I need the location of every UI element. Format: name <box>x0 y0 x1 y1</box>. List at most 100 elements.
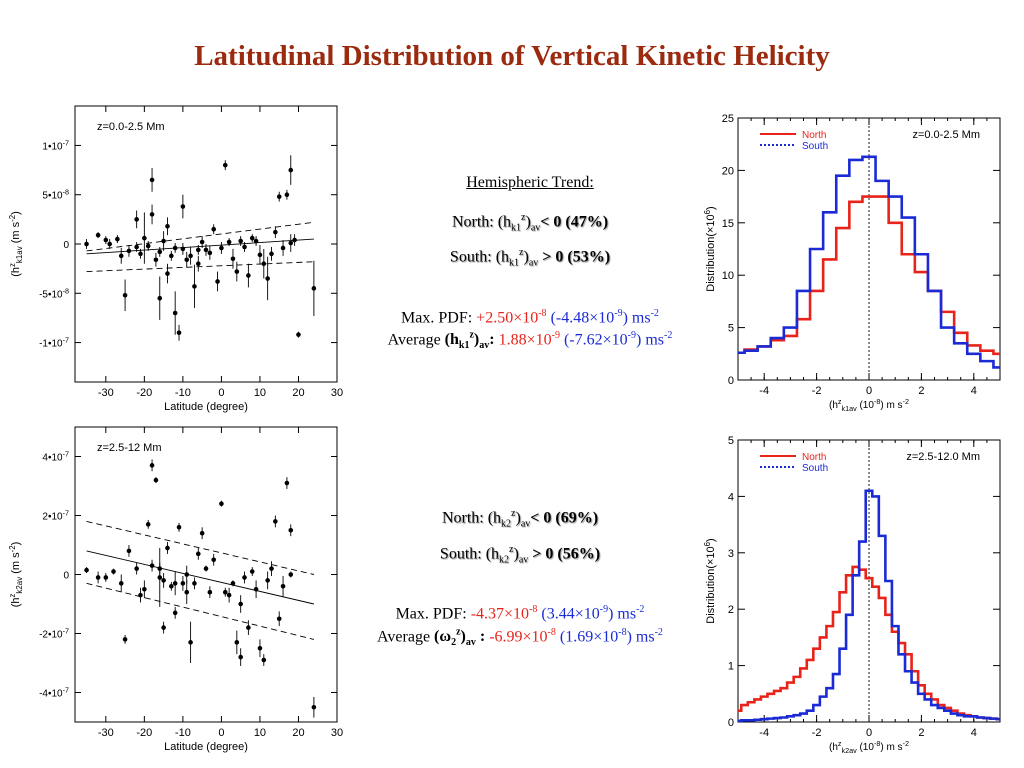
data-point <box>176 525 182 530</box>
data-point <box>134 217 139 222</box>
legend-label-south: South <box>802 463 828 474</box>
data-point <box>199 239 205 245</box>
data-point <box>126 548 132 554</box>
x-tick-label: 2 <box>918 727 924 739</box>
scatter-chart-1: -30 -20 -10 0 10 20 30 -1•10-7 -5•10-8 0 5•10-8 1•1… <box>8 105 343 413</box>
data-point <box>157 575 163 580</box>
y-axis-label: Distribution(×106) <box>703 538 717 623</box>
data-point <box>149 212 155 217</box>
x-tick-label: -4 <box>759 727 769 739</box>
data-point <box>288 572 294 577</box>
data-point <box>234 269 240 274</box>
data-point <box>222 589 228 595</box>
data-point <box>257 252 263 258</box>
panel-annotation: z=2.5-12 Mm <box>97 442 162 454</box>
data-point <box>269 566 274 571</box>
data-point <box>288 240 294 246</box>
data-point <box>192 581 197 586</box>
data-point <box>215 279 220 284</box>
data-point <box>195 551 201 557</box>
data-point <box>249 569 255 574</box>
legend-label-north: North <box>802 130 826 141</box>
y-axis-label: (hzk1av (m s-2) <box>8 211 24 277</box>
data-point <box>142 235 147 241</box>
data-point <box>211 226 217 232</box>
data-point <box>195 247 201 253</box>
data-point <box>234 640 240 645</box>
data-point <box>172 581 178 586</box>
y-tick-label: 2 <box>728 604 734 616</box>
data-point <box>184 257 190 263</box>
data-point <box>157 295 163 301</box>
data-point <box>118 253 124 259</box>
data-point <box>122 637 128 642</box>
y-tick-label: 0 <box>63 240 69 251</box>
data-point <box>153 257 159 263</box>
data-point <box>230 256 236 262</box>
series-line-south <box>738 155 1000 369</box>
data-point <box>138 251 143 257</box>
data-point <box>195 261 201 267</box>
y-tick-label: -2•10-7 <box>39 627 69 641</box>
data-point <box>242 244 247 250</box>
data-point <box>138 592 143 598</box>
north-trend-2: North: (hk2z)av< 0 (69%) <box>441 508 599 530</box>
data-point <box>219 501 224 506</box>
data-point <box>253 238 259 244</box>
data-point <box>273 229 278 235</box>
x-tick-label: 30 <box>331 727 343 739</box>
x-tick-label: 0 <box>866 385 872 397</box>
data-point <box>226 592 232 598</box>
fit-line <box>86 238 314 255</box>
max-pdf-2: Max. PDF: -4.37×10-8 (3.44×10-9) ms-2 <box>395 604 645 623</box>
fit-line <box>86 550 314 605</box>
data-point <box>122 292 128 298</box>
y-tick-label: 25 <box>722 113 734 125</box>
panel-annotation: z=2.5-12.0 Mm <box>906 451 980 463</box>
x-tick-label: 0 <box>218 387 224 399</box>
data-point <box>203 566 209 571</box>
average-1: Average (hk1z)av: 1.88×10-9 (-7.62×10-9)… <box>387 330 673 352</box>
data-point <box>126 248 132 254</box>
x-axis-label: Latitude (degree) <box>164 401 248 413</box>
x-tick-label: -4 <box>759 385 769 397</box>
data-point <box>211 557 217 563</box>
data-point <box>288 167 294 173</box>
data-point <box>149 463 155 468</box>
max-pdf-1: Max. PDF: +2.50×10-8 (-4.48×10-9) ms-2 <box>401 308 659 327</box>
data-point <box>180 246 186 252</box>
data-point <box>118 581 124 586</box>
y-tick-label: 5 <box>728 435 734 447</box>
data-point <box>257 645 263 651</box>
hemispheric-trend-heading: Hemispheric Trend: <box>466 174 594 191</box>
data-point <box>180 204 186 209</box>
data-point <box>145 243 151 249</box>
x-tick-label: 2 <box>918 385 924 397</box>
y-tick-label: 15 <box>722 218 734 230</box>
data-point <box>199 530 205 536</box>
x-tick-label: 0 <box>218 727 224 739</box>
data-point <box>84 241 89 247</box>
data-point <box>238 238 243 244</box>
data-point <box>230 581 236 586</box>
data-point <box>238 654 243 660</box>
data-point <box>161 238 166 244</box>
y-tick-label: 1•10-7 <box>42 138 69 152</box>
data-point <box>157 249 163 255</box>
data-point <box>107 241 112 247</box>
series-line-north <box>738 195 1000 356</box>
fit-lower-bound <box>86 261 314 273</box>
data-point <box>172 245 178 251</box>
data-point <box>134 244 139 250</box>
data-point <box>161 578 166 583</box>
data-point <box>261 261 267 267</box>
plot-frame <box>74 426 338 723</box>
data-point <box>103 237 109 243</box>
data-point <box>280 245 286 251</box>
y-tick-label: -4•10-7 <box>39 686 69 700</box>
y-tick-label: -5•10-8 <box>39 286 69 300</box>
data-point <box>169 253 174 259</box>
data-point <box>103 575 109 580</box>
data-point <box>253 586 259 592</box>
x-tick-label: -20 <box>136 727 152 739</box>
